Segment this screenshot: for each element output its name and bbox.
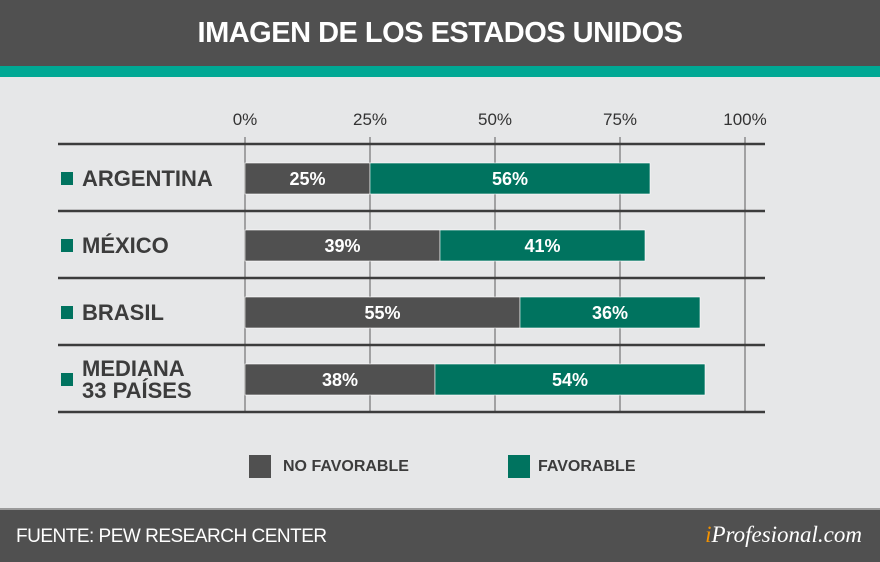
bar-favorable <box>369 162 651 195</box>
data-label: 36% <box>592 303 628 323</box>
bar-no-favorable <box>244 296 521 329</box>
bar-no-favorable <box>244 162 371 195</box>
category-marker <box>61 172 73 185</box>
tick-label: 100% <box>723 110 766 129</box>
category-label: MEDIANA <box>82 356 185 381</box>
category-label: BRASIL <box>82 300 164 325</box>
data-label: 54% <box>552 370 588 390</box>
accent-stripe <box>0 66 880 77</box>
data-label: 41% <box>524 236 560 256</box>
bar-favorable <box>439 229 646 262</box>
category-marker <box>61 373 73 386</box>
data-label: 55% <box>364 303 400 323</box>
data-label: 39% <box>324 236 360 256</box>
tick-label: 50% <box>478 110 512 129</box>
source-text: FUENTE: PEW RESEARCH CENTER <box>16 526 327 547</box>
legend-swatch-no-favorable <box>249 455 271 478</box>
category-label: ARGENTINA <box>82 166 213 191</box>
bar-favorable <box>519 296 701 329</box>
tick-label: 75% <box>603 110 637 129</box>
legend-label-no-favorable: NO FAVORABLE <box>283 458 409 475</box>
chart-title: IMAGEN DE LOS ESTADOS UNIDOS <box>0 0 880 66</box>
data-label: 56% <box>492 169 528 189</box>
logo: iProfesional.com <box>705 522 862 547</box>
category-marker <box>61 306 73 319</box>
tick-label: 25% <box>353 110 387 129</box>
legend-swatch-favorable <box>508 455 530 478</box>
tick-label: 0% <box>233 110 258 129</box>
data-label: 25% <box>289 169 325 189</box>
footer: FUENTE: PEW RESEARCH CENTER iProfesional… <box>0 508 880 562</box>
bar-chart: 0% 25% 50% 75% 100% 25% 56% ARGENTINA 39% 41% MÉXI… <box>58 110 767 414</box>
bar-favorable <box>434 363 706 396</box>
legend-label-favorable: FAVORABLE <box>538 458 636 475</box>
bar-no-favorable <box>244 229 441 262</box>
category-marker <box>61 239 73 252</box>
category-label: 33 PAÍSES <box>82 378 192 403</box>
category-label: MÉXICO <box>82 233 169 258</box>
data-label: 38% <box>322 370 358 390</box>
